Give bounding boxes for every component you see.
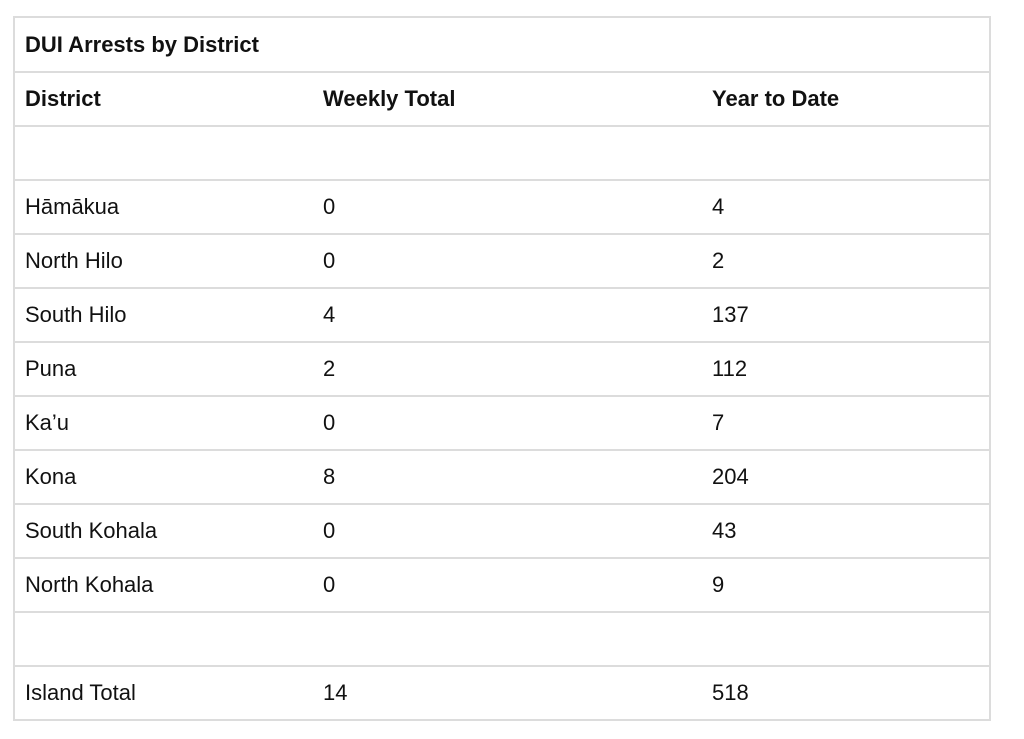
table-row: Puna 2 112 bbox=[15, 341, 989, 395]
column-header-year-to-date: Year to Date bbox=[712, 86, 840, 111]
district-cell: Ka’u bbox=[25, 410, 70, 435]
table-title: DUI Arrests by District bbox=[25, 31, 259, 57]
table-title-row: DUI Arrests by District bbox=[15, 18, 989, 71]
district-cell: South Hilo bbox=[25, 302, 127, 327]
district-cell: Hāmākua bbox=[25, 194, 120, 219]
weekly-total-cell: 2 bbox=[323, 356, 336, 381]
year-to-date-cell: 4 bbox=[712, 194, 725, 219]
table-row: Hāmākua 0 4 bbox=[15, 179, 989, 233]
table-row: North Hilo 0 2 bbox=[15, 233, 989, 287]
district-cell: North Hilo bbox=[25, 248, 123, 273]
year-to-date-cell: 43 bbox=[712, 518, 737, 543]
weekly-total-cell: 0 bbox=[323, 194, 336, 219]
table-row-spacer bbox=[15, 611, 989, 665]
column-header-district: District bbox=[25, 86, 101, 111]
table-row: Ka’u 0 7 bbox=[15, 395, 989, 449]
table-row-total: Island Total 14 518 bbox=[15, 665, 989, 719]
dui-arrests-table: DUI Arrests by District District Weekly … bbox=[13, 16, 991, 721]
weekly-total-cell: 0 bbox=[323, 410, 336, 435]
year-to-date-cell: 204 bbox=[712, 464, 749, 489]
table-row: Kona 8 204 bbox=[15, 449, 989, 503]
year-to-date-cell: 2 bbox=[712, 248, 725, 273]
weekly-total-cell: 0 bbox=[323, 248, 336, 273]
table-row: South Kohala 0 43 bbox=[15, 503, 989, 557]
column-header-weekly-total: Weekly Total bbox=[323, 86, 456, 111]
weekly-total-cell: 8 bbox=[323, 464, 336, 489]
table-header-row: District Weekly Total Year to Date bbox=[15, 71, 989, 125]
weekly-total-cell: 0 bbox=[323, 518, 336, 543]
district-cell: Island Total bbox=[25, 680, 136, 705]
district-cell: Puna bbox=[25, 356, 77, 381]
table-row-spacer bbox=[15, 125, 989, 179]
weekly-total-cell: 0 bbox=[323, 572, 336, 597]
table-row: South Hilo 4 137 bbox=[15, 287, 989, 341]
year-to-date-cell: 518 bbox=[712, 680, 749, 705]
district-cell: North Kohala bbox=[25, 572, 154, 597]
year-to-date-cell: 9 bbox=[712, 572, 725, 597]
weekly-total-cell: 4 bbox=[323, 302, 336, 327]
year-to-date-cell: 7 bbox=[712, 410, 725, 435]
year-to-date-cell: 112 bbox=[712, 356, 748, 381]
district-cell: South Kohala bbox=[25, 518, 158, 543]
district-cell: Kona bbox=[25, 464, 77, 489]
table-row: North Kohala 0 9 bbox=[15, 557, 989, 611]
weekly-total-cell: 14 bbox=[323, 680, 348, 705]
year-to-date-cell: 137 bbox=[712, 302, 749, 327]
